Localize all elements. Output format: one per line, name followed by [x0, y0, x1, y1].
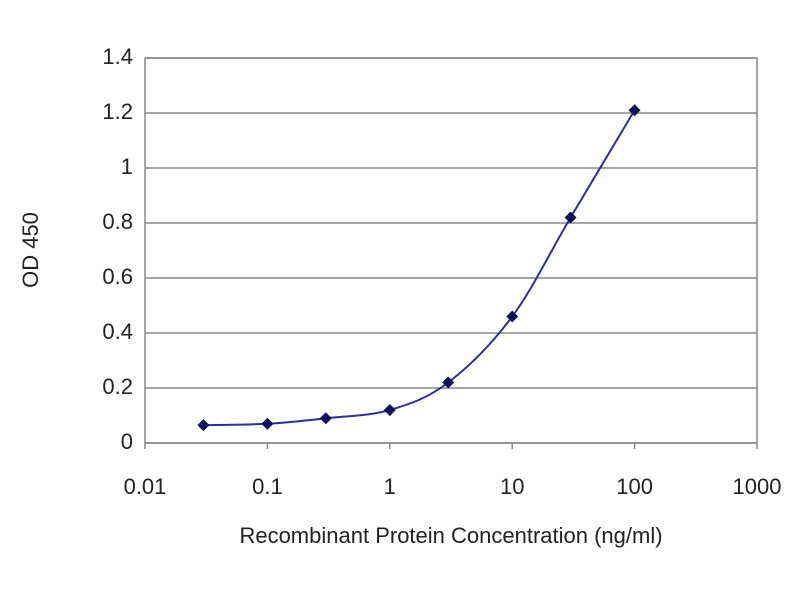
- y-tick-label: 1.4: [102, 44, 133, 69]
- data-point: [319, 412, 332, 425]
- data-point: [442, 376, 455, 389]
- x-tick-label: 10: [500, 474, 524, 499]
- data-point: [197, 419, 210, 432]
- x-tick-label: 1000: [733, 474, 782, 499]
- y-tick-label: 0.2: [102, 374, 133, 399]
- plot-area: [144, 57, 758, 444]
- x-axis-label: Recombinant Protein Concentration (ng/ml…: [239, 523, 662, 548]
- x-tick-label: 100: [616, 474, 653, 499]
- data-point: [383, 404, 396, 416]
- x-tick-label: 1: [384, 474, 396, 499]
- x-tick-label: 0.01: [124, 474, 167, 499]
- data-point: [506, 310, 519, 323]
- y-tick-label: 0.4: [102, 319, 133, 344]
- y-tick-label: 1: [121, 154, 133, 179]
- data-point: [628, 104, 641, 117]
- x-tick-label: 0.1: [252, 474, 283, 499]
- y-tick-label: 0: [121, 429, 133, 454]
- y-tick-label: 0.6: [102, 264, 133, 289]
- data-point: [564, 211, 577, 224]
- data-point: [261, 417, 274, 430]
- y-tick-label: 0.8: [102, 209, 133, 234]
- y-tick-label: 1.2: [102, 99, 133, 124]
- y-axis-label: OD 450: [18, 212, 43, 288]
